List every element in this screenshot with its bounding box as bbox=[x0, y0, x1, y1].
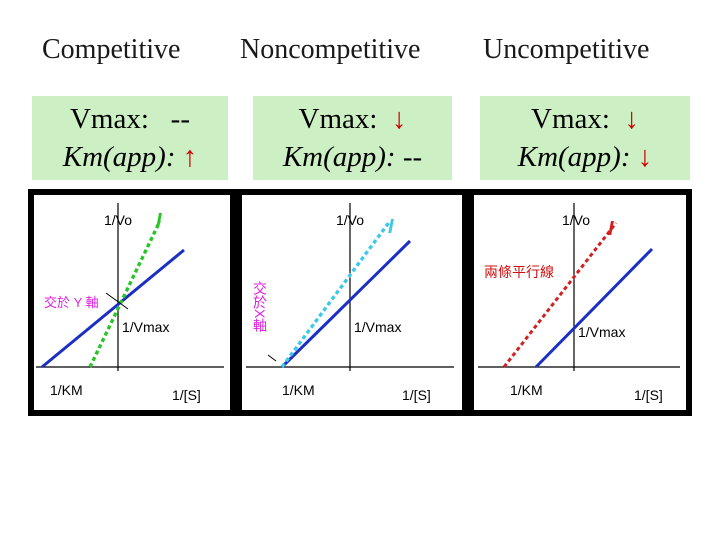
y-intercept-label: 1/Vmax bbox=[122, 319, 169, 335]
y-intercept-label: 1/Vmax bbox=[354, 319, 401, 335]
plot-background bbox=[474, 195, 686, 410]
plot-noncompetitive: 1/Vo I 交於X軸 1/Vmax 1/KM 1/[S] bbox=[236, 189, 468, 416]
plot-competitive: 1/Vo I 交於 Y 軸 1/Vmax 1/KM 1/[S] bbox=[28, 189, 236, 416]
title-competitive: Competitive bbox=[42, 34, 181, 65]
inhibitor-label: I bbox=[156, 210, 162, 232]
effect-box-uncompetitive: Vmax: ↓ Km(app): ↓ bbox=[480, 96, 690, 180]
km-row-uncompetitive: Km(app): ↓ bbox=[480, 138, 690, 176]
annotation-pointer bbox=[105, 292, 129, 310]
plot-uncompetitive: 1/Vo I 兩條平行線 1/Vmax 1/KM 1/[S] bbox=[468, 189, 692, 416]
plot-background bbox=[242, 195, 462, 410]
no-inhibitor-line bbox=[280, 239, 412, 369]
no-inhibitor-line bbox=[534, 247, 654, 369]
km-row-noncompetitive: Km(app): -- bbox=[253, 138, 452, 176]
plot-background bbox=[34, 195, 230, 410]
km-row-competitive: Km(app): ↑ bbox=[32, 138, 228, 176]
km-change: ↑ bbox=[182, 141, 198, 173]
annotation-label: 交於X軸 bbox=[252, 280, 268, 332]
km-label: Km(app): bbox=[62, 141, 176, 173]
plot-uncompetitive-svg: 1/Vo I 兩條平行線 1/Vmax 1/KM 1/[S] bbox=[474, 195, 686, 410]
x-axis-label: 1/[S] bbox=[634, 387, 663, 403]
vmax-row-competitive: Vmax: -- bbox=[32, 100, 228, 138]
inhibitor-line bbox=[280, 219, 392, 369]
effect-box-competitive: Vmax: -- Km(app): ↑ bbox=[32, 96, 228, 180]
y-intercept-label: 1/Vmax bbox=[578, 324, 625, 340]
inhibitor-label: I bbox=[608, 218, 614, 240]
vmax-row-noncompetitive: Vmax: ↓ bbox=[253, 100, 452, 138]
vmax-row-uncompetitive: Vmax: ↓ bbox=[480, 100, 690, 138]
plot-competitive-svg: 1/Vo I 交於 Y 軸 1/Vmax 1/KM 1/[S] bbox=[34, 195, 230, 410]
y-axis-label: 1/Vo bbox=[336, 212, 364, 228]
vmax-label: Vmax: bbox=[531, 103, 610, 135]
y-axis-label: 1/Vo bbox=[104, 212, 132, 228]
no-inhibitor-line bbox=[41, 248, 185, 369]
x-axis-label: 1/[S] bbox=[172, 387, 201, 403]
annotation-label: 兩條平行線 bbox=[484, 264, 554, 280]
vmax-change: ↓ bbox=[391, 103, 407, 135]
effect-box-noncompetitive: Vmax: ↓ Km(app): -- bbox=[253, 96, 452, 180]
plot-noncompetitive-svg: 1/Vo I 交於X軸 1/Vmax 1/KM 1/[S] bbox=[242, 195, 462, 410]
inhibitor-line bbox=[502, 222, 618, 368]
annotation-pointer bbox=[267, 354, 277, 362]
title-noncompetitive: Noncompetitive bbox=[240, 34, 421, 65]
y-axis-label: 1/Vo bbox=[562, 212, 590, 228]
x-intercept-label: 1/KM bbox=[510, 382, 543, 398]
title-uncompetitive: Uncompetitive bbox=[483, 34, 650, 65]
vmax-change: -- bbox=[170, 103, 190, 135]
annotation-label: 交於 Y 軸 bbox=[44, 295, 99, 310]
x-axis-label: 1/[S] bbox=[402, 387, 431, 403]
inhibitor-line bbox=[88, 220, 162, 368]
km-label: Km(app): bbox=[517, 141, 631, 173]
x-intercept-label: 1/KM bbox=[50, 382, 83, 398]
km-label: Km(app): bbox=[282, 141, 396, 173]
km-change: -- bbox=[402, 141, 423, 173]
inhibitor-label: I bbox=[388, 216, 394, 238]
km-change: ↓ bbox=[637, 141, 653, 173]
x-intercept-label: 1/KM bbox=[282, 382, 315, 398]
vmax-label: Vmax: bbox=[69, 103, 149, 135]
vmax-label: Vmax: bbox=[298, 103, 378, 135]
vmax-change: ↓ bbox=[624, 103, 639, 135]
